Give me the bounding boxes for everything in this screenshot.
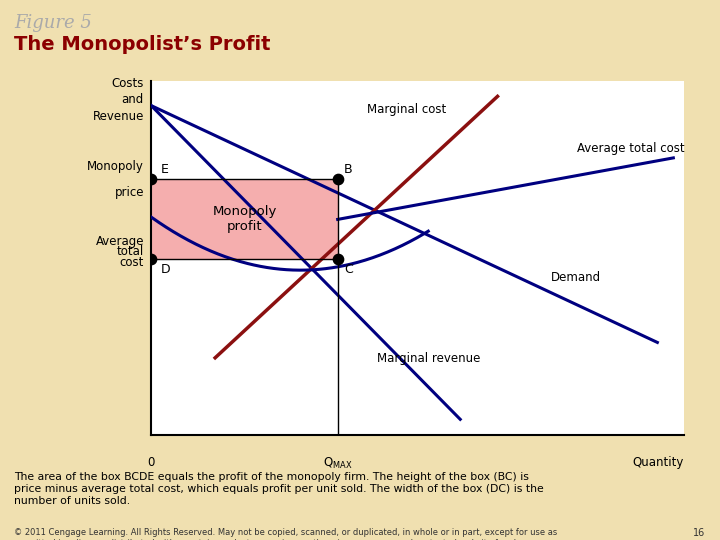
Text: Average total cost: Average total cost bbox=[577, 142, 685, 155]
Text: Monopoly: Monopoly bbox=[87, 160, 144, 173]
Text: Quantity: Quantity bbox=[633, 456, 684, 469]
Text: C: C bbox=[344, 263, 353, 276]
Text: Figure 5: Figure 5 bbox=[14, 14, 92, 31]
Point bbox=[145, 175, 157, 184]
Text: Demand: Demand bbox=[551, 271, 601, 285]
Text: D: D bbox=[161, 263, 171, 276]
Text: Monopoly
profit: Monopoly profit bbox=[212, 205, 276, 233]
Text: 16: 16 bbox=[693, 528, 706, 538]
Text: Marginal cost: Marginal cost bbox=[367, 103, 446, 116]
Text: Average: Average bbox=[96, 234, 144, 247]
Text: cost: cost bbox=[120, 256, 144, 269]
Text: Revenue: Revenue bbox=[93, 110, 144, 123]
Bar bbox=[151, 179, 338, 259]
Text: © 2011 Cengage Learning. All Rights Reserved. May not be copied, scanned, or dup: © 2011 Cengage Learning. All Rights Rese… bbox=[14, 528, 572, 540]
Text: 0: 0 bbox=[148, 456, 155, 469]
Point bbox=[332, 255, 343, 264]
Text: Costs: Costs bbox=[112, 77, 144, 90]
Point bbox=[145, 255, 157, 264]
Text: price: price bbox=[114, 186, 144, 199]
Text: E: E bbox=[161, 163, 168, 176]
Point bbox=[332, 175, 343, 184]
Text: B: B bbox=[344, 163, 353, 176]
Text: The Monopolist’s Profit: The Monopolist’s Profit bbox=[14, 35, 271, 54]
Text: The area of the box BCDE equals the profit of the monopoly firm. The height of t: The area of the box BCDE equals the prof… bbox=[14, 472, 544, 505]
Text: Marginal revenue: Marginal revenue bbox=[377, 352, 480, 365]
Text: total: total bbox=[117, 245, 144, 258]
Text: Q$_{\mathregular{MAX}}$: Q$_{\mathregular{MAX}}$ bbox=[323, 456, 352, 471]
Text: and: and bbox=[122, 93, 144, 106]
